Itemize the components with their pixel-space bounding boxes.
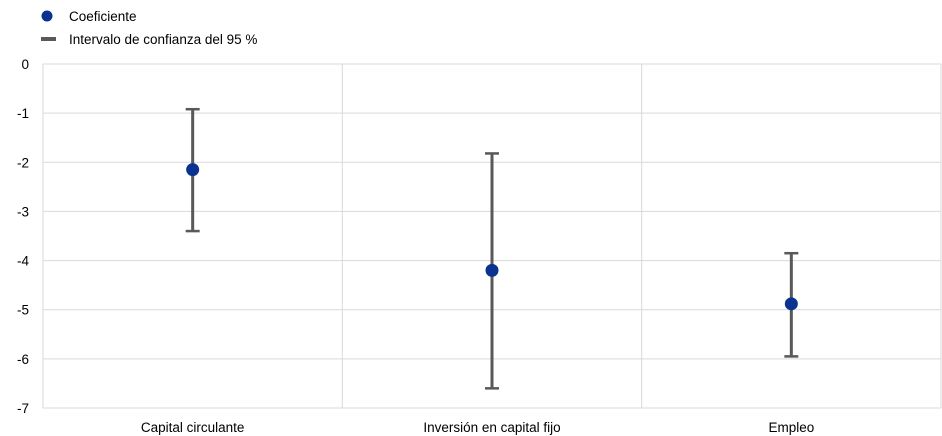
data-point xyxy=(485,263,499,277)
y-tick-label: -7 xyxy=(17,401,29,416)
data-point xyxy=(186,163,200,177)
x-tick-label: Inversión en capital fijo xyxy=(423,420,560,435)
y-tick-label: 0 xyxy=(21,57,29,72)
legend-ci-marker xyxy=(41,37,56,41)
y-tick-label: -6 xyxy=(17,352,29,367)
y-tick-label: -1 xyxy=(17,106,29,121)
x-tick-label: Empleo xyxy=(768,420,814,435)
legend-coefficient-label: Coeficiente xyxy=(69,9,137,24)
y-tick-label: -3 xyxy=(17,204,29,219)
legend: Coeficiente Intervalo de confianza del 9… xyxy=(41,9,257,47)
legend-ci-label: Intervalo de confianza del 95 % xyxy=(69,32,257,47)
y-tick-label: -5 xyxy=(17,303,29,318)
data-point xyxy=(784,297,798,311)
chart-marks xyxy=(185,107,799,390)
y-tick-label: -2 xyxy=(17,155,29,170)
legend-coefficient-marker xyxy=(41,10,53,22)
y-axis-ticks: 0 -1 -2 -3 -4 -5 -6 -7 xyxy=(17,57,29,416)
x-tick-label: Capital circulante xyxy=(141,420,245,435)
y-tick-label: -4 xyxy=(17,254,29,269)
x-axis-ticks: Capital circulante Inversión en capital f… xyxy=(141,420,814,435)
